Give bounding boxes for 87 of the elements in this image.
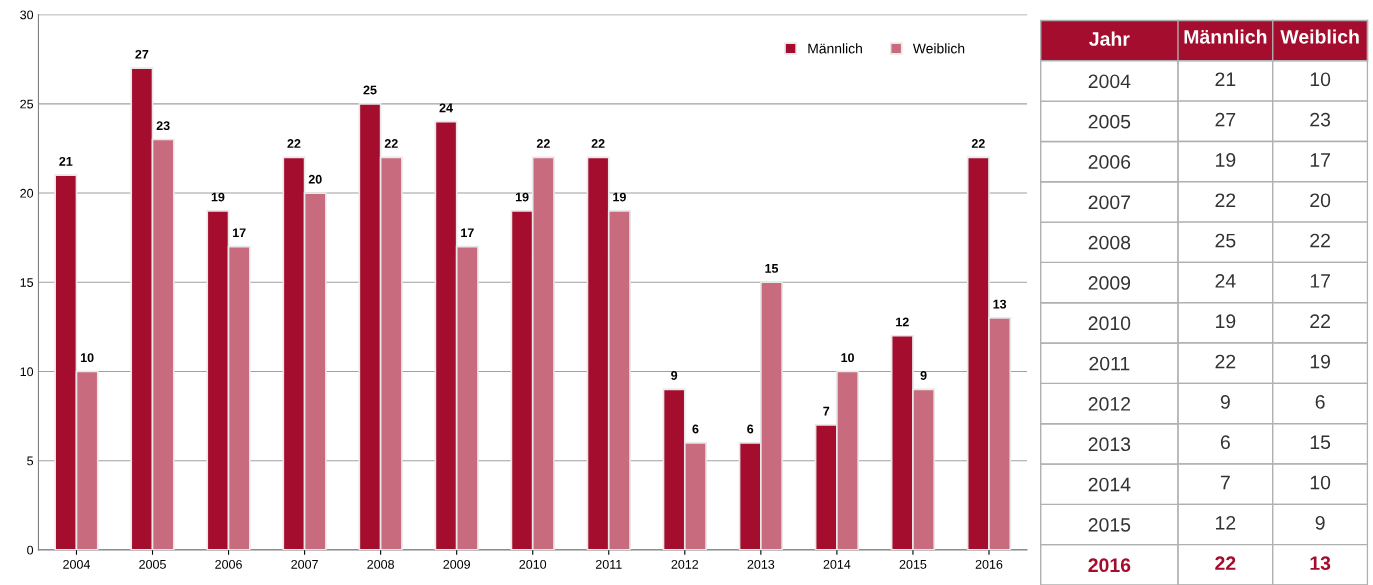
data-label: 25: [363, 85, 377, 95]
data-label: 17: [461, 228, 474, 238]
y-tick-label: 2015: [1088, 517, 1131, 532]
data-label: 21: [1215, 72, 1236, 86]
data-label: 25: [1215, 233, 1236, 248]
data-label: 22: [1310, 233, 1330, 248]
data-label: 7: [823, 406, 830, 416]
data-label: 10: [841, 353, 854, 363]
y-tick-label: 5: [27, 456, 34, 466]
data-label: 24: [439, 103, 453, 113]
data-label: 15: [1310, 435, 1331, 450]
data-label: 20: [308, 174, 322, 184]
legend-label: Weiblich: [912, 43, 965, 54]
y-tick-label: 0: [27, 545, 34, 555]
x-tick-label: 2007: [291, 559, 318, 569]
data-label: 19: [1310, 354, 1331, 369]
y-tick-label: 2011: [1089, 356, 1130, 371]
y-tick-label: 15: [20, 278, 34, 287]
data-label: 7: [1220, 475, 1230, 490]
x-tick-label: 2012: [671, 559, 699, 569]
x-tick-label: 2008: [367, 559, 394, 569]
data-label: 6: [692, 424, 699, 434]
data-label: 22: [287, 139, 301, 148]
y-tick-label: 2012: [1088, 397, 1131, 411]
y-tick-label: 2013: [1088, 437, 1131, 452]
data-label: 19: [515, 192, 529, 202]
x-tick-label: 2013: [747, 559, 775, 569]
data-label: 12: [1216, 515, 1236, 530]
data-label: 24: [1215, 274, 1236, 288]
data-label: 22: [384, 139, 398, 148]
data-label: 19: [211, 192, 225, 202]
data-label: 22: [1215, 193, 1236, 207]
data-label: 21: [59, 156, 73, 166]
data-label: 17: [1310, 274, 1330, 288]
x-tick-label: 2011: [595, 559, 622, 569]
data-label: 22: [1215, 354, 1236, 369]
y-tick-label: 2006: [1088, 155, 1131, 169]
data-label: 19: [1216, 153, 1236, 167]
y-tick-label: 2008: [1088, 235, 1131, 250]
y-axis-title: Jahr: [1089, 31, 1130, 46]
x-tick-label: 2010: [519, 559, 547, 569]
data-label: 13: [993, 299, 1007, 309]
legend-label: Männlich: [808, 43, 862, 54]
x-tick-label: 2009: [443, 559, 470, 569]
data-label: 9: [1315, 515, 1325, 530]
data-label: 19: [1216, 314, 1236, 329]
x-tick-label: 2014: [823, 559, 851, 569]
y-tick-label: 2005: [1088, 114, 1131, 129]
data-label: 17: [233, 228, 246, 238]
data-label: 22: [1215, 556, 1236, 570]
x-tick-label: 2005: [139, 559, 166, 569]
x-tick-label: 2006: [215, 559, 242, 569]
y-tick-label: 30: [20, 10, 34, 20]
data-label: 22: [591, 139, 605, 148]
data-label: 9: [671, 371, 678, 380]
y-tick-label: 2010: [1088, 316, 1131, 331]
data-label: 9: [1220, 395, 1230, 409]
data-label: 22: [1310, 314, 1330, 328]
data-label: 10: [1310, 72, 1331, 87]
data-label: 10: [80, 353, 94, 363]
data-label: 12: [896, 317, 909, 327]
y-tick-label: 2007: [1088, 195, 1131, 210]
data-label: 22: [971, 139, 985, 148]
data-label: 9: [920, 371, 927, 380]
x-tick-label: 2004: [63, 559, 90, 569]
data-label: 20: [1310, 193, 1331, 208]
data-label: 10: [1310, 475, 1331, 490]
y-tick-label: 2004: [1088, 74, 1131, 89]
data-label: 27: [1215, 112, 1236, 127]
y-tick-label: 25: [20, 99, 34, 109]
y-tick-label: 10: [20, 367, 34, 377]
data-label: 15: [765, 264, 779, 273]
x-tick-label: 2015: [899, 559, 927, 569]
y-tick-label: 2014: [1088, 477, 1131, 492]
data-label: 23: [1310, 112, 1331, 127]
x-tick-label: 2016: [975, 559, 1003, 569]
y-tick-label: 2009: [1088, 276, 1131, 290]
data-label: 17: [1310, 153, 1330, 167]
y-tick-label: 20: [20, 188, 34, 198]
data-label: 22: [536, 139, 550, 148]
data-label: 6: [1315, 395, 1325, 409]
data-label: 27: [135, 49, 149, 59]
data-label: 13: [1310, 556, 1331, 571]
data-label: 23: [156, 121, 170, 131]
data-label: 6: [747, 424, 754, 434]
data-label: 6: [1220, 435, 1230, 450]
data-label: 19: [613, 192, 626, 202]
